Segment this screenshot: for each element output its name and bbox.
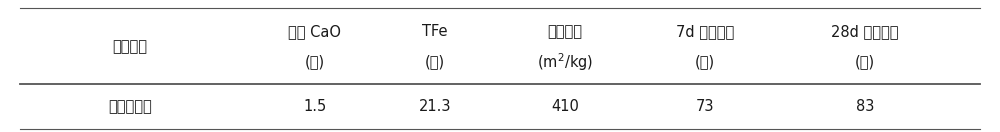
Text: (％): (％) [855, 55, 875, 70]
Text: 28d 活性指数: 28d 活性指数 [831, 24, 899, 39]
Text: 7d 活性指数: 7d 活性指数 [676, 24, 734, 39]
Text: (％): (％) [305, 55, 325, 70]
Text: 73: 73 [696, 99, 714, 114]
Text: 改性钓渣粉: 改性钓渣粉 [108, 99, 152, 114]
Text: 83: 83 [856, 99, 874, 114]
Text: 游离 CaO: 游离 CaO [288, 24, 342, 39]
Text: 1.5: 1.5 [303, 99, 327, 114]
Text: 比表面积: 比表面积 [548, 24, 582, 39]
Text: (％): (％) [695, 55, 715, 70]
Text: 21.3: 21.3 [419, 99, 451, 114]
Text: 410: 410 [551, 99, 579, 114]
Text: TFe: TFe [422, 24, 448, 39]
Text: $\mathregular{(m^{2}/kg)}$: $\mathregular{(m^{2}/kg)}$ [537, 51, 593, 73]
Text: 性能指标: 性能指标 [112, 39, 148, 54]
Text: (％): (％) [425, 55, 445, 70]
